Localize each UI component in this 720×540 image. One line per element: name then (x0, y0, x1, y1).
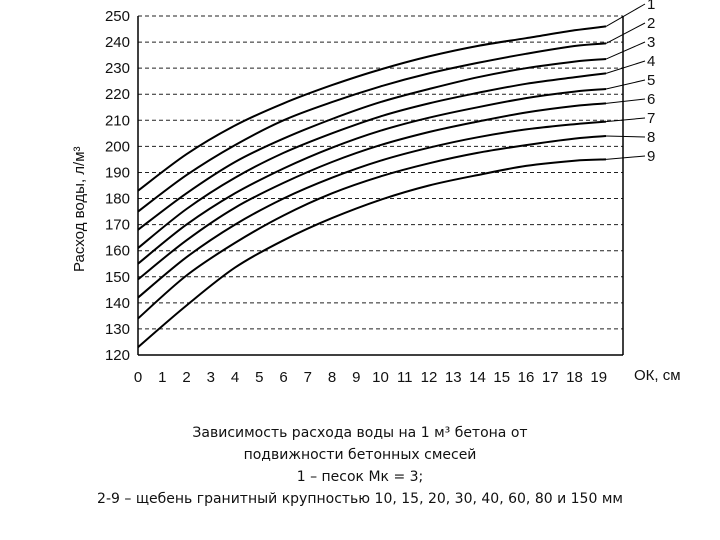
series-8-leader (606, 135, 646, 138)
x-tick-label: 3 (207, 369, 215, 386)
caption-line-4: 2-9 – щебень гранитный крупностью 10, 15… (97, 491, 623, 507)
series-8-line (137, 135, 607, 320)
series-6-leader (605, 98, 646, 104)
axes (137, 16, 624, 356)
y-tick-label: 140 (105, 295, 130, 312)
x-tick-label: 4 (231, 369, 239, 386)
x-tick-label: 0 (134, 369, 142, 386)
series-labels: 1 2 3 4 5 6 7 8 9 (605, 0, 655, 165)
y-tick-label: 160 (105, 243, 130, 260)
series-2-label: 2 (647, 15, 655, 32)
series-7-leader (605, 117, 646, 123)
series-7-label: 7 (647, 110, 655, 127)
figure-caption: Зависимость расхода воды на 1 м³ бетона … (0, 422, 720, 510)
x-tick-label: 13 (445, 369, 462, 386)
series-8-label: 8 (647, 129, 655, 146)
x-axis-label: ОК, см (634, 367, 681, 384)
water-demand-chart: 1201301401501601701801902002102202302402… (71, 0, 681, 386)
x-tick-label: 10 (372, 369, 389, 386)
series-1-line (137, 25, 607, 192)
series-2-line (137, 42, 607, 213)
x-tick-label: 9 (352, 369, 360, 386)
y-tick-label: 210 (105, 112, 130, 129)
y-tick-label: 120 (105, 347, 130, 364)
y-tick-label: 200 (105, 138, 130, 155)
series-4-line (137, 72, 607, 249)
series-1-label: 1 (647, 0, 655, 13)
y-tick-label: 250 (105, 8, 130, 25)
x-tick-label: 5 (255, 369, 263, 386)
x-tick-label: 1 (158, 369, 166, 386)
series-1-leader (605, 3, 646, 27)
y-tick-label: 190 (105, 164, 130, 181)
y-tick-label: 180 (105, 191, 130, 208)
series-2-leader (605, 22, 646, 44)
series-3-label: 3 (647, 34, 655, 51)
x-tick-label: 11 (397, 369, 413, 386)
series-5-leader (605, 79, 646, 90)
x-tick-labels: 0 1 2 3 4 5 6 7 8 9 10 11 12 13 14 15 16 17 18 19 (134, 369, 607, 386)
x-tick-label: 19 (590, 369, 607, 386)
x-tick-label: 12 (421, 369, 438, 386)
y-tick-label: 220 (105, 86, 130, 103)
y-tick-labels: 120 130 140 150 160 170 180 190 200 210 220 230 240 2… (105, 8, 130, 364)
x-tick-label: 2 (182, 369, 190, 386)
caption-line-3: 1 – песок Мк = 3; (296, 469, 424, 485)
series-curves (137, 25, 607, 348)
series-6-label: 6 (647, 91, 655, 108)
y-tick-label: 240 (105, 34, 130, 51)
x-tick-label: 6 (279, 369, 287, 386)
series-4-leader (605, 60, 646, 74)
y-axis-label: Расход воды, л/м³ (71, 146, 88, 272)
series-4-label: 4 (647, 53, 655, 70)
series-9-label: 9 (647, 148, 655, 165)
x-tick-label: 15 (493, 369, 510, 386)
x-tick-label: 16 (518, 369, 535, 386)
series-5-line (137, 88, 607, 265)
x-tick-label: 18 (566, 369, 583, 386)
series-9-line (137, 158, 607, 348)
y-tick-label: 170 (105, 217, 130, 234)
y-tick-label: 150 (105, 269, 130, 286)
series-5-label: 5 (647, 72, 655, 89)
y-tick-label: 230 (105, 60, 130, 77)
series-9-leader (605, 155, 646, 160)
series-6-line (137, 102, 607, 281)
x-tick-label: 8 (328, 369, 336, 386)
series-3-line (137, 58, 607, 231)
grid-lines (138, 15, 623, 330)
x-tick-label: 14 (469, 369, 486, 386)
series-7-line (137, 120, 607, 299)
y-tick-label: 130 (105, 321, 130, 338)
x-tick-label: 17 (542, 369, 559, 386)
caption-line-1: Зависимость расхода воды на 1 м³ бетона … (192, 425, 528, 441)
series-3-leader (605, 41, 646, 60)
caption-line-2: подвижности бетонных смесей (243, 447, 477, 463)
x-tick-label: 7 (304, 369, 312, 386)
